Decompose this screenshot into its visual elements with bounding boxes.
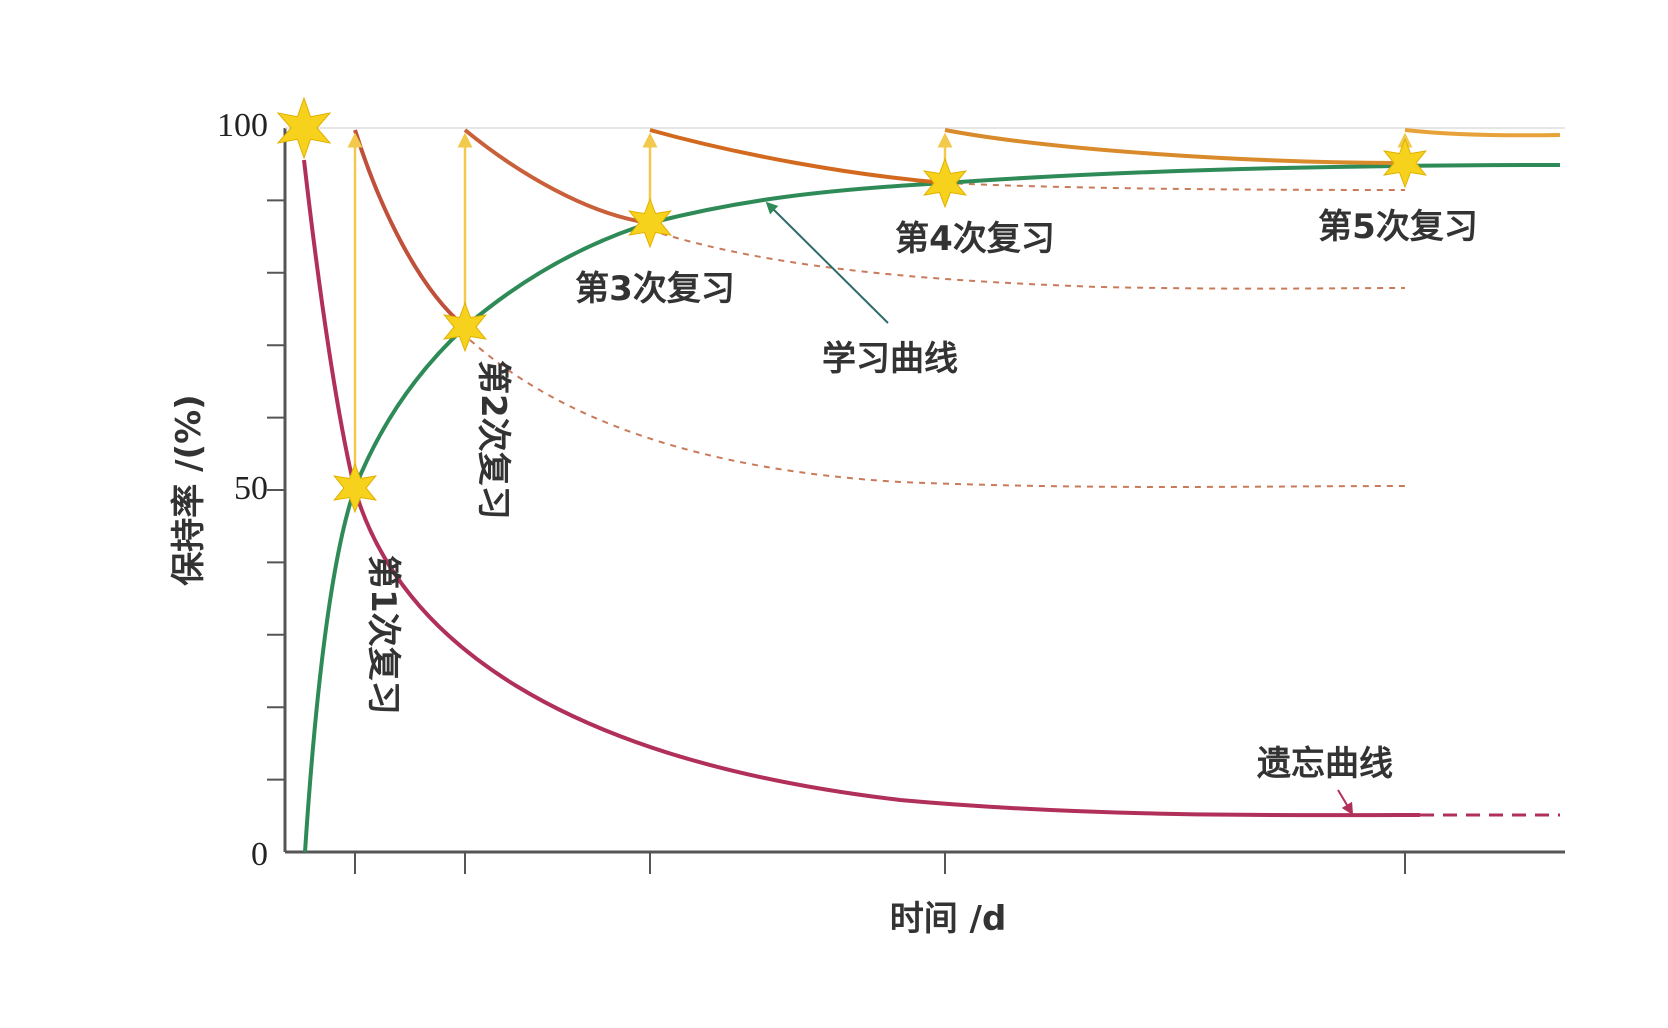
learning-curve: [303, 163, 1561, 853]
y-tick-label-50: 50: [234, 470, 268, 507]
projection-lines: [469, 182, 1560, 817]
review-star-1: [332, 462, 378, 514]
x-ticks: [354, 852, 1406, 874]
review-stars: [276, 96, 1428, 514]
y-axis-title: 保持率 /(%): [169, 394, 209, 585]
forgetting-curve-pointer: [1337, 789, 1354, 816]
projection-after-review-4: [944, 182, 1406, 191]
review-star-5: [1382, 137, 1428, 189]
decay-after-review-2: [463, 128, 651, 225]
decay-after-review-4: [944, 128, 1406, 165]
y-tick-label-100: 100: [217, 107, 268, 144]
review-star-2: [442, 301, 488, 353]
projection-after-review-3: [649, 229, 1406, 290]
learning-curve-pointer: [765, 201, 889, 324]
decay-after-review-3: [649, 128, 946, 185]
review-label-3: 第3次复习: [575, 269, 735, 309]
y-tick-label-0: 0: [251, 836, 268, 873]
review-label-1: 第1次复习: [363, 555, 403, 715]
review-decay-segments: [353, 128, 1561, 329]
start-star: [276, 96, 332, 160]
y-ticks: [267, 199, 285, 781]
review-star-3: [627, 197, 673, 249]
decay-after-review-1: [353, 129, 467, 329]
review-label-4: 第4次复习: [895, 219, 1055, 259]
review-label-5: 第5次复习: [1318, 207, 1478, 247]
review-star-4: [922, 157, 968, 209]
decay-after-review-5: [1404, 128, 1561, 138]
learning-curve-label: 学习曲线: [822, 339, 958, 379]
projection-after-review-2: [469, 339, 1406, 488]
forgetting-curve-label: 遗忘曲线: [1257, 744, 1393, 784]
x-axis-title: 时间 /d: [890, 899, 1007, 939]
review-label-2: 第2次复习: [473, 360, 513, 520]
forgetting-curve: [302, 159, 1421, 818]
